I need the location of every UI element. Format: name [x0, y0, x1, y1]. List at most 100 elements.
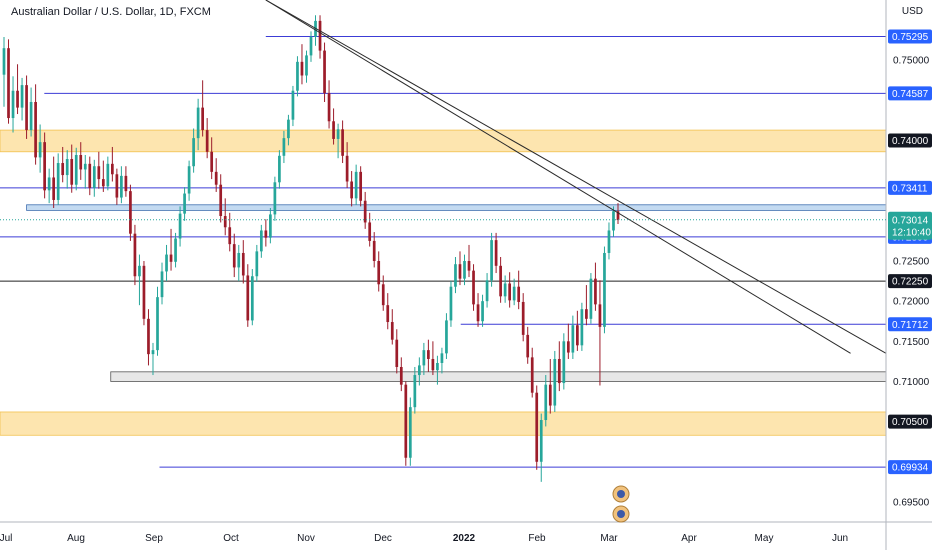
candle: [350, 181, 353, 199]
candle: [530, 357, 534, 393]
candle: [38, 142, 42, 158]
candle: [178, 213, 182, 239]
candle: [228, 227, 232, 245]
candle: [616, 211, 620, 221]
candle: [92, 166, 96, 188]
candle: [327, 93, 331, 122]
candle: [557, 358, 561, 384]
trendline: [265, 0, 887, 354]
candle: [43, 142, 46, 191]
candle: [124, 175, 128, 192]
candle: [318, 20, 322, 51]
candle: [422, 350, 426, 366]
candle: [165, 254, 168, 272]
candle: [594, 278, 597, 305]
candle: [2, 48, 6, 75]
candle: [223, 216, 227, 228]
x-tick-label: Nov: [297, 533, 315, 544]
candle: [526, 334, 530, 358]
candle: [336, 129, 340, 139]
candle: [571, 325, 575, 353]
trendlines-layer: [265, 0, 887, 354]
candle: [377, 261, 381, 285]
candle: [278, 155, 281, 183]
price-tag-label: 0.70500: [892, 417, 929, 428]
candle: [359, 171, 363, 201]
candle: [192, 138, 195, 167]
candle: [264, 230, 268, 238]
candle: [508, 283, 512, 301]
price-tag-label: 0.75295: [892, 32, 929, 43]
candle: [345, 155, 349, 182]
candle: [101, 179, 105, 187]
candle: [74, 154, 78, 185]
candle: [52, 177, 56, 200]
candle: [490, 240, 493, 281]
candle: [110, 163, 114, 175]
candle: [454, 264, 457, 287]
candle: [580, 309, 584, 346]
candle: [269, 214, 272, 238]
price-tag-label: 0.69934: [892, 463, 929, 474]
candle: [11, 90, 15, 119]
candle: [576, 325, 579, 346]
candle: [436, 362, 439, 371]
y-tick-label: 0.71000: [893, 377, 930, 388]
candle: [372, 240, 376, 261]
price-tag: [888, 29, 932, 44]
candle: [210, 151, 214, 172]
x-tick-label: Sep: [145, 533, 163, 544]
candle: [472, 270, 475, 305]
candle: [386, 305, 390, 323]
candle: [309, 36, 313, 56]
candle: [151, 350, 155, 355]
candle: [25, 85, 28, 131]
candle: [65, 159, 69, 176]
x-tick-label: Aug: [67, 533, 85, 544]
currency-label[interactable]: USD: [901, 6, 923, 17]
candle: [417, 365, 421, 376]
price-tag: [888, 274, 932, 289]
candle: [237, 252, 241, 268]
y-tick-label: 0.72500: [893, 257, 930, 268]
candle: [476, 304, 480, 322]
price-tag: [888, 414, 932, 429]
candle: [598, 304, 602, 327]
candle: [503, 283, 507, 297]
x-tick-label: Mar: [600, 533, 618, 544]
candle: [83, 163, 87, 170]
event-flag-icon: [617, 490, 625, 498]
candle: [246, 275, 250, 321]
candle: [47, 177, 51, 191]
x-tick-label: Apr: [681, 533, 697, 544]
candle: [273, 182, 277, 215]
zone-gray: [110, 371, 887, 382]
candle: [539, 420, 543, 462]
candle: [566, 341, 570, 353]
candle: [169, 254, 173, 262]
current-price-tag: [888, 211, 932, 240]
countdown-label: 12:10:40: [892, 228, 931, 239]
candle: [106, 163, 110, 187]
candle: [138, 265, 141, 277]
candle: [201, 107, 205, 131]
candle: [232, 244, 236, 268]
candle: [521, 301, 525, 335]
candle: [440, 353, 444, 363]
candle: [314, 20, 317, 37]
candle: [553, 358, 557, 406]
chart-title: Australian Dollar / U.S. Dollar, 1D, FXC…: [8, 4, 214, 20]
price-tag: [888, 133, 932, 148]
y-tick-label: 0.69500: [893, 497, 930, 508]
candle: [603, 252, 606, 327]
trendline: [265, 0, 851, 354]
candle: [562, 341, 566, 384]
candle: [408, 407, 412, 458]
candle: [544, 384, 548, 421]
candle: [381, 284, 385, 306]
price-tag-label: 0.71712: [892, 320, 929, 331]
candle: [88, 163, 92, 188]
